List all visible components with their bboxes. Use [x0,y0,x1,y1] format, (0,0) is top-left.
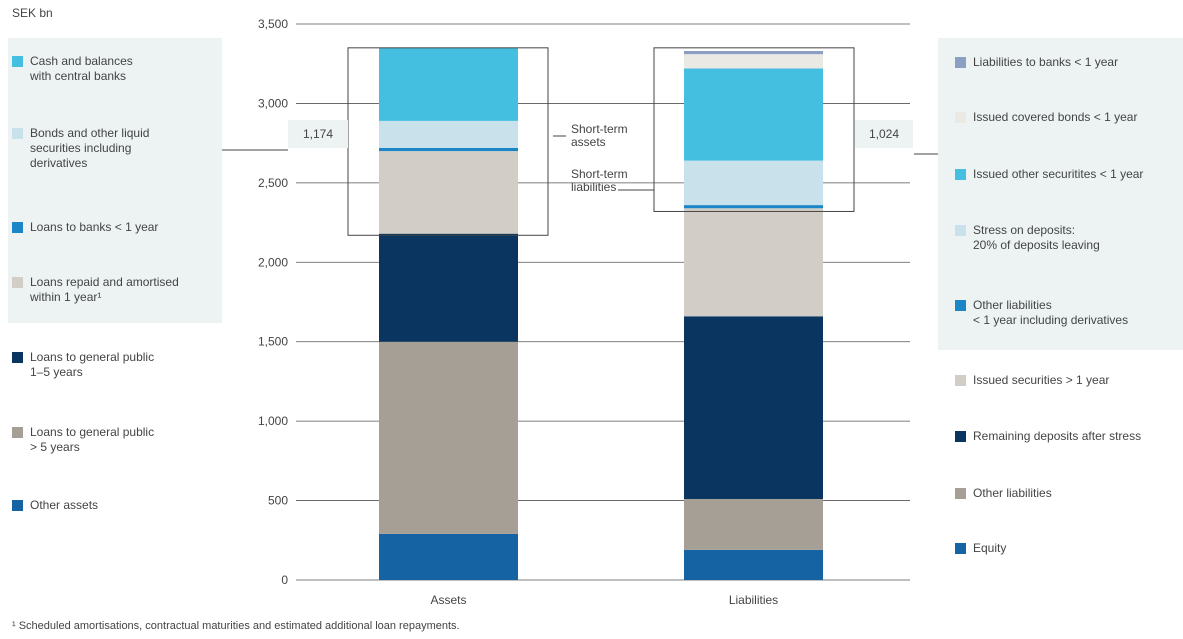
footnote: ¹ Scheduled amortisations, contractual m… [12,620,460,632]
y-tick-label: 3,000 [258,96,288,110]
legend-swatch [12,352,23,363]
bar-segment [379,341,518,534]
y-tick-label: 3,500 [258,17,288,31]
bar-segment [379,120,518,148]
legend-swatch [955,431,966,442]
short-term-assets-label: Short-term assets [571,122,628,149]
legend-swatch [955,300,966,311]
legend-label: Loans to general public 1–5 years [30,350,155,379]
left-legend-item: Loans to general public 1–5 years [12,350,154,380]
legend-swatch [12,500,23,511]
legend-label: Other liabilities [973,486,1052,500]
right-legend-item: Liabilities to banks < 1 year [955,55,1118,70]
legend-label: Issued covered bonds < 1 year [973,110,1138,124]
left-legend-item: Loans to banks < 1 year [12,220,158,235]
bar-segment [379,47,518,121]
right-legend-item: Stress on deposits: 20% of deposits leav… [955,223,1100,253]
right-legend-panel [938,38,1183,350]
right-legend-item: Other liabilities [955,486,1052,501]
bar-segment [379,147,518,152]
short-term-box [653,47,855,212]
legend-swatch [955,375,966,386]
legend-label: Loans to general public > 5 years [30,425,155,454]
bar-segment [684,549,823,580]
bar-segment [684,498,823,550]
unit-label: SEK bn [12,6,53,20]
legend-label: Loans repaid and amortised within 1 year… [30,275,179,304]
right-legend-item: Other liabilities < 1 year including der… [955,298,1128,328]
assets-total-label: 1,174 [303,127,333,141]
bar-segment [684,68,823,161]
bar-segment [684,51,823,55]
legend-label: Bonds and other liquid securities includ… [30,126,150,170]
bar-segment [379,533,518,580]
legend-swatch [955,57,966,68]
legend-label: Issued other securitites < 1 year [973,167,1144,181]
bar-segment [684,208,823,317]
y-tick-label: 0 [281,573,288,587]
bar-segment [684,205,823,209]
bar-segment [684,316,823,499]
legend-swatch [12,427,23,438]
legend-label: Issued securities > 1 year [973,373,1110,387]
right-legend-item: Issued securities > 1 year [955,373,1109,388]
right-legend-item: Issued other securitites < 1 year [955,167,1143,182]
left-legend-item: Loans to general public > 5 years [12,425,154,455]
legend-swatch [12,128,23,139]
value-label-box [855,120,913,148]
legend-label: Stress on deposits: 20% of deposits leav… [973,223,1100,252]
left-legend-item: Other assets [12,498,98,513]
legend-swatch [955,488,966,499]
legend-swatch [955,169,966,180]
liabilities-total-label: 1,024 [869,127,899,141]
legend-label: Other assets [30,498,99,512]
legend-label: Other liabilities < 1 year including der… [973,298,1129,327]
y-tick-label: 1,000 [258,414,288,428]
legend-swatch [955,112,966,123]
value-label-box [288,120,348,148]
right-legend-item: Remaining deposits after stress [955,429,1141,444]
right-legend-item: Issued covered bonds < 1 year [955,110,1137,125]
legend-swatch [12,277,23,288]
y-tick-label: 2,000 [258,255,288,269]
legend-label: Remaining deposits after stress [973,429,1142,443]
y-tick-label: 500 [268,494,288,508]
legend-label: Loans to banks < 1 year [30,220,159,234]
left-legend-item: Bonds and other liquid securities includ… [12,126,149,171]
legend-label: Cash and balances with central banks [30,54,133,83]
bar-segment [684,54,823,69]
legend-label: Equity [973,541,1007,555]
left-legend-item: Cash and balances with central banks [12,54,133,84]
legend-label: Liabilities to banks < 1 year [973,55,1119,69]
legend-swatch [955,225,966,236]
legend-swatch [955,543,966,554]
bar-segment [684,160,823,206]
bar-segment [379,151,518,234]
short-term-liabilities-label: Short-term liabilities [571,167,628,194]
bar-segment [379,233,518,342]
y-tick-label: 2,500 [258,176,288,190]
legend-swatch [12,222,23,233]
left-legend-panel [8,38,222,323]
y-tick-label: 1,500 [258,335,288,349]
x-tick-label: Assets [430,593,466,607]
right-legend-item: Equity [955,541,1006,556]
left-legend-item: Loans repaid and amortised within 1 year… [12,275,179,305]
legend-swatch [12,56,23,67]
x-tick-label: Liabilities [729,593,778,607]
